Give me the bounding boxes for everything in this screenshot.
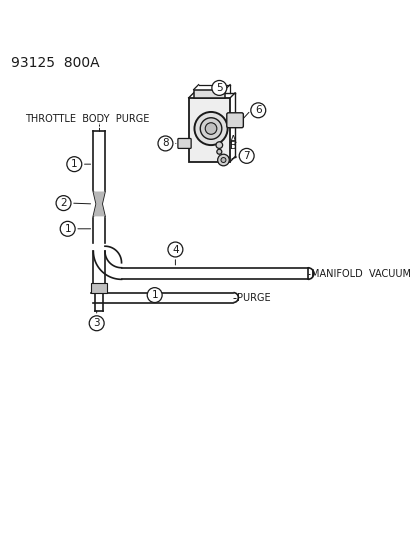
Text: PURGE: PURGE: [236, 293, 270, 303]
Text: 7: 7: [243, 151, 249, 161]
Polygon shape: [91, 282, 107, 293]
Circle shape: [217, 154, 229, 166]
Circle shape: [66, 157, 82, 172]
Text: 1: 1: [71, 159, 77, 169]
Text: 1: 1: [151, 290, 158, 300]
Text: THROTTLE  BODY  PURGE: THROTTLE BODY PURGE: [24, 115, 149, 124]
FancyBboxPatch shape: [178, 139, 191, 148]
Text: 5: 5: [216, 83, 222, 93]
Circle shape: [250, 103, 265, 118]
FancyBboxPatch shape: [226, 113, 243, 128]
Text: MANIFOLD  VACUUM: MANIFOLD VACUUM: [311, 269, 410, 279]
Text: 6: 6: [254, 106, 261, 115]
Circle shape: [216, 142, 222, 148]
Text: 4: 4: [172, 245, 178, 255]
FancyBboxPatch shape: [193, 90, 225, 98]
Circle shape: [200, 118, 221, 139]
Circle shape: [56, 196, 71, 211]
Circle shape: [158, 136, 173, 151]
Circle shape: [216, 149, 221, 154]
Text: 93125  800A: 93125 800A: [11, 56, 100, 70]
Circle shape: [194, 112, 227, 145]
Circle shape: [221, 158, 225, 163]
Circle shape: [211, 80, 226, 95]
Circle shape: [239, 148, 254, 163]
Text: B: B: [230, 141, 236, 151]
Text: 3: 3: [93, 318, 100, 328]
Text: 2: 2: [60, 198, 66, 208]
FancyBboxPatch shape: [188, 98, 230, 161]
Circle shape: [205, 123, 216, 134]
Circle shape: [89, 316, 104, 330]
Polygon shape: [93, 191, 105, 216]
Text: 8: 8: [162, 139, 169, 149]
Text: A: A: [230, 135, 236, 144]
Text: 1: 1: [64, 224, 71, 234]
Circle shape: [147, 288, 162, 303]
Circle shape: [60, 221, 75, 236]
Circle shape: [168, 242, 183, 257]
